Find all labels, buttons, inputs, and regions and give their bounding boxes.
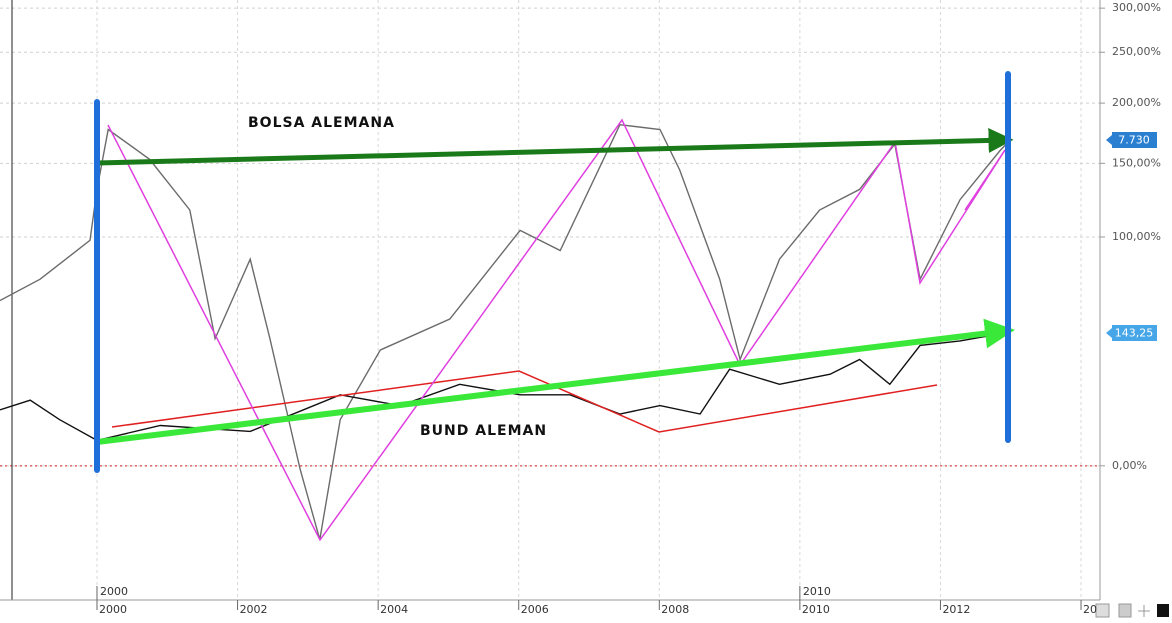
price-pointer <box>1106 135 1112 145</box>
x-tick-label: 2006 <box>521 603 549 616</box>
trend-arrow <box>96 318 1015 445</box>
x-major-label: 2010 <box>803 585 831 598</box>
annotation: BUND ALEMAN <box>420 423 547 439</box>
series-group <box>0 123 1011 540</box>
toolbar-icon[interactable] <box>1138 605 1150 617</box>
series-line <box>0 123 1011 540</box>
y-tick-label: 150,00% <box>1112 156 1161 169</box>
price-label: 143,25 <box>1115 327 1154 340</box>
x-tick-label: 2004 <box>380 603 408 616</box>
toolbar-icon[interactable] <box>1095 603 1110 618</box>
toolbar-icon[interactable] <box>1118 603 1132 618</box>
x-tick-label: 2012 <box>942 603 970 616</box>
x-tick-label: 2010 <box>802 603 830 616</box>
zigzag <box>964 149 1006 211</box>
price-box <box>1112 325 1157 341</box>
y-tick-label: 200,00% <box>1112 96 1161 109</box>
y-tick-label: 300,00% <box>1112 1 1161 14</box>
x-tick-label: 2002 <box>240 603 268 616</box>
x-major-label: 2000 <box>100 585 128 598</box>
price-label: 7.730 <box>1118 134 1150 147</box>
price-box <box>1112 132 1157 148</box>
grid <box>0 0 1100 600</box>
price-pointer <box>1106 328 1112 338</box>
x-tick-label: 2000 <box>99 603 127 616</box>
x-tick-label: 20 <box>1083 603 1097 616</box>
toolbar-icon[interactable] <box>1157 604 1169 617</box>
y-tick-label: 0,00% <box>1112 459 1147 472</box>
trend-arrow <box>96 127 1014 166</box>
y-tick-label: 100,00% <box>1112 230 1161 243</box>
x-tick-label: 2008 <box>661 603 689 616</box>
y-tick-label: 250,00% <box>1112 45 1161 58</box>
series-line <box>0 331 1011 442</box>
trend-channel <box>111 370 938 433</box>
annotation: BOLSA ALEMANA <box>248 115 395 131</box>
